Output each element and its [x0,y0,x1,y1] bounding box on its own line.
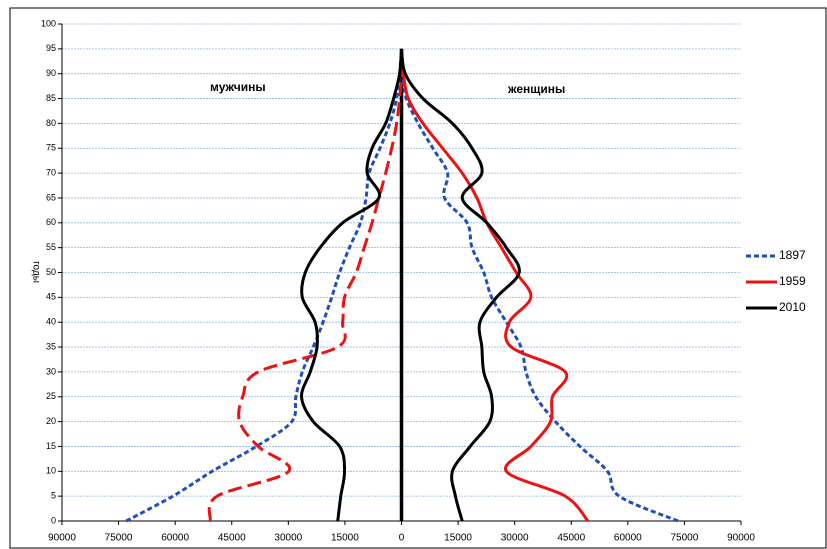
x-tick-label: 45000 [557,533,585,544]
y-tick-label: 55 [46,242,56,252]
x-tick-label: 90000 [48,533,76,544]
x-tick-label: 60000 [161,533,189,544]
y-tick-label: 20 [46,416,56,426]
annotation: женщины [507,82,565,96]
y-tick-label: 60 [46,217,56,227]
legend-label: 2010 [779,300,806,314]
y-tick-label: 0 [51,515,56,525]
y-axis-label: годы [30,261,41,283]
y-tick-label: 10 [46,466,56,476]
y-tick-label: 15 [46,441,56,451]
y-tick-label: 75 [46,143,56,153]
line-male [207,48,404,522]
y-tick-label: 70 [46,167,56,177]
y-tick-label: 65 [46,192,56,202]
y-tick-label: 40 [46,317,56,327]
x-tick-label: 75000 [105,533,133,544]
y-tick-label: 5 [51,491,56,501]
y-tick-label: 50 [46,267,56,277]
x-tick-label: 45000 [218,533,246,544]
line-female [400,48,521,522]
y-tick-label: 35 [46,341,56,351]
line-male [300,48,403,522]
y-tick-label: 80 [46,118,56,128]
y-tick-label: 90 [46,68,56,78]
x-tick-label: 60000 [614,533,642,544]
annotation: мужчины [210,80,266,94]
line-male [125,48,403,523]
legend-label: 1897 [779,248,806,262]
y-tick-label: 95 [46,43,56,53]
chart-frame [9,7,827,549]
x-tick-label: 30000 [274,533,302,544]
x-tick-label: 15000 [444,533,472,544]
x-tick-label: 30000 [501,533,529,544]
line-female [400,48,590,523]
y-tick-label: 30 [46,366,56,376]
x-tick-label: 90000 [727,533,755,544]
x-tick-label: 0 [399,533,405,544]
y-tick-label: 85 [46,93,56,103]
line-female [400,48,679,523]
x-tick-label: 75000 [671,533,699,544]
y-tick-label: 25 [46,391,56,401]
y-tick-label: 45 [46,292,56,302]
legend-label: 1959 [779,274,806,288]
x-tick-label: 15000 [331,533,359,544]
y-tick-label: 100 [41,18,56,28]
